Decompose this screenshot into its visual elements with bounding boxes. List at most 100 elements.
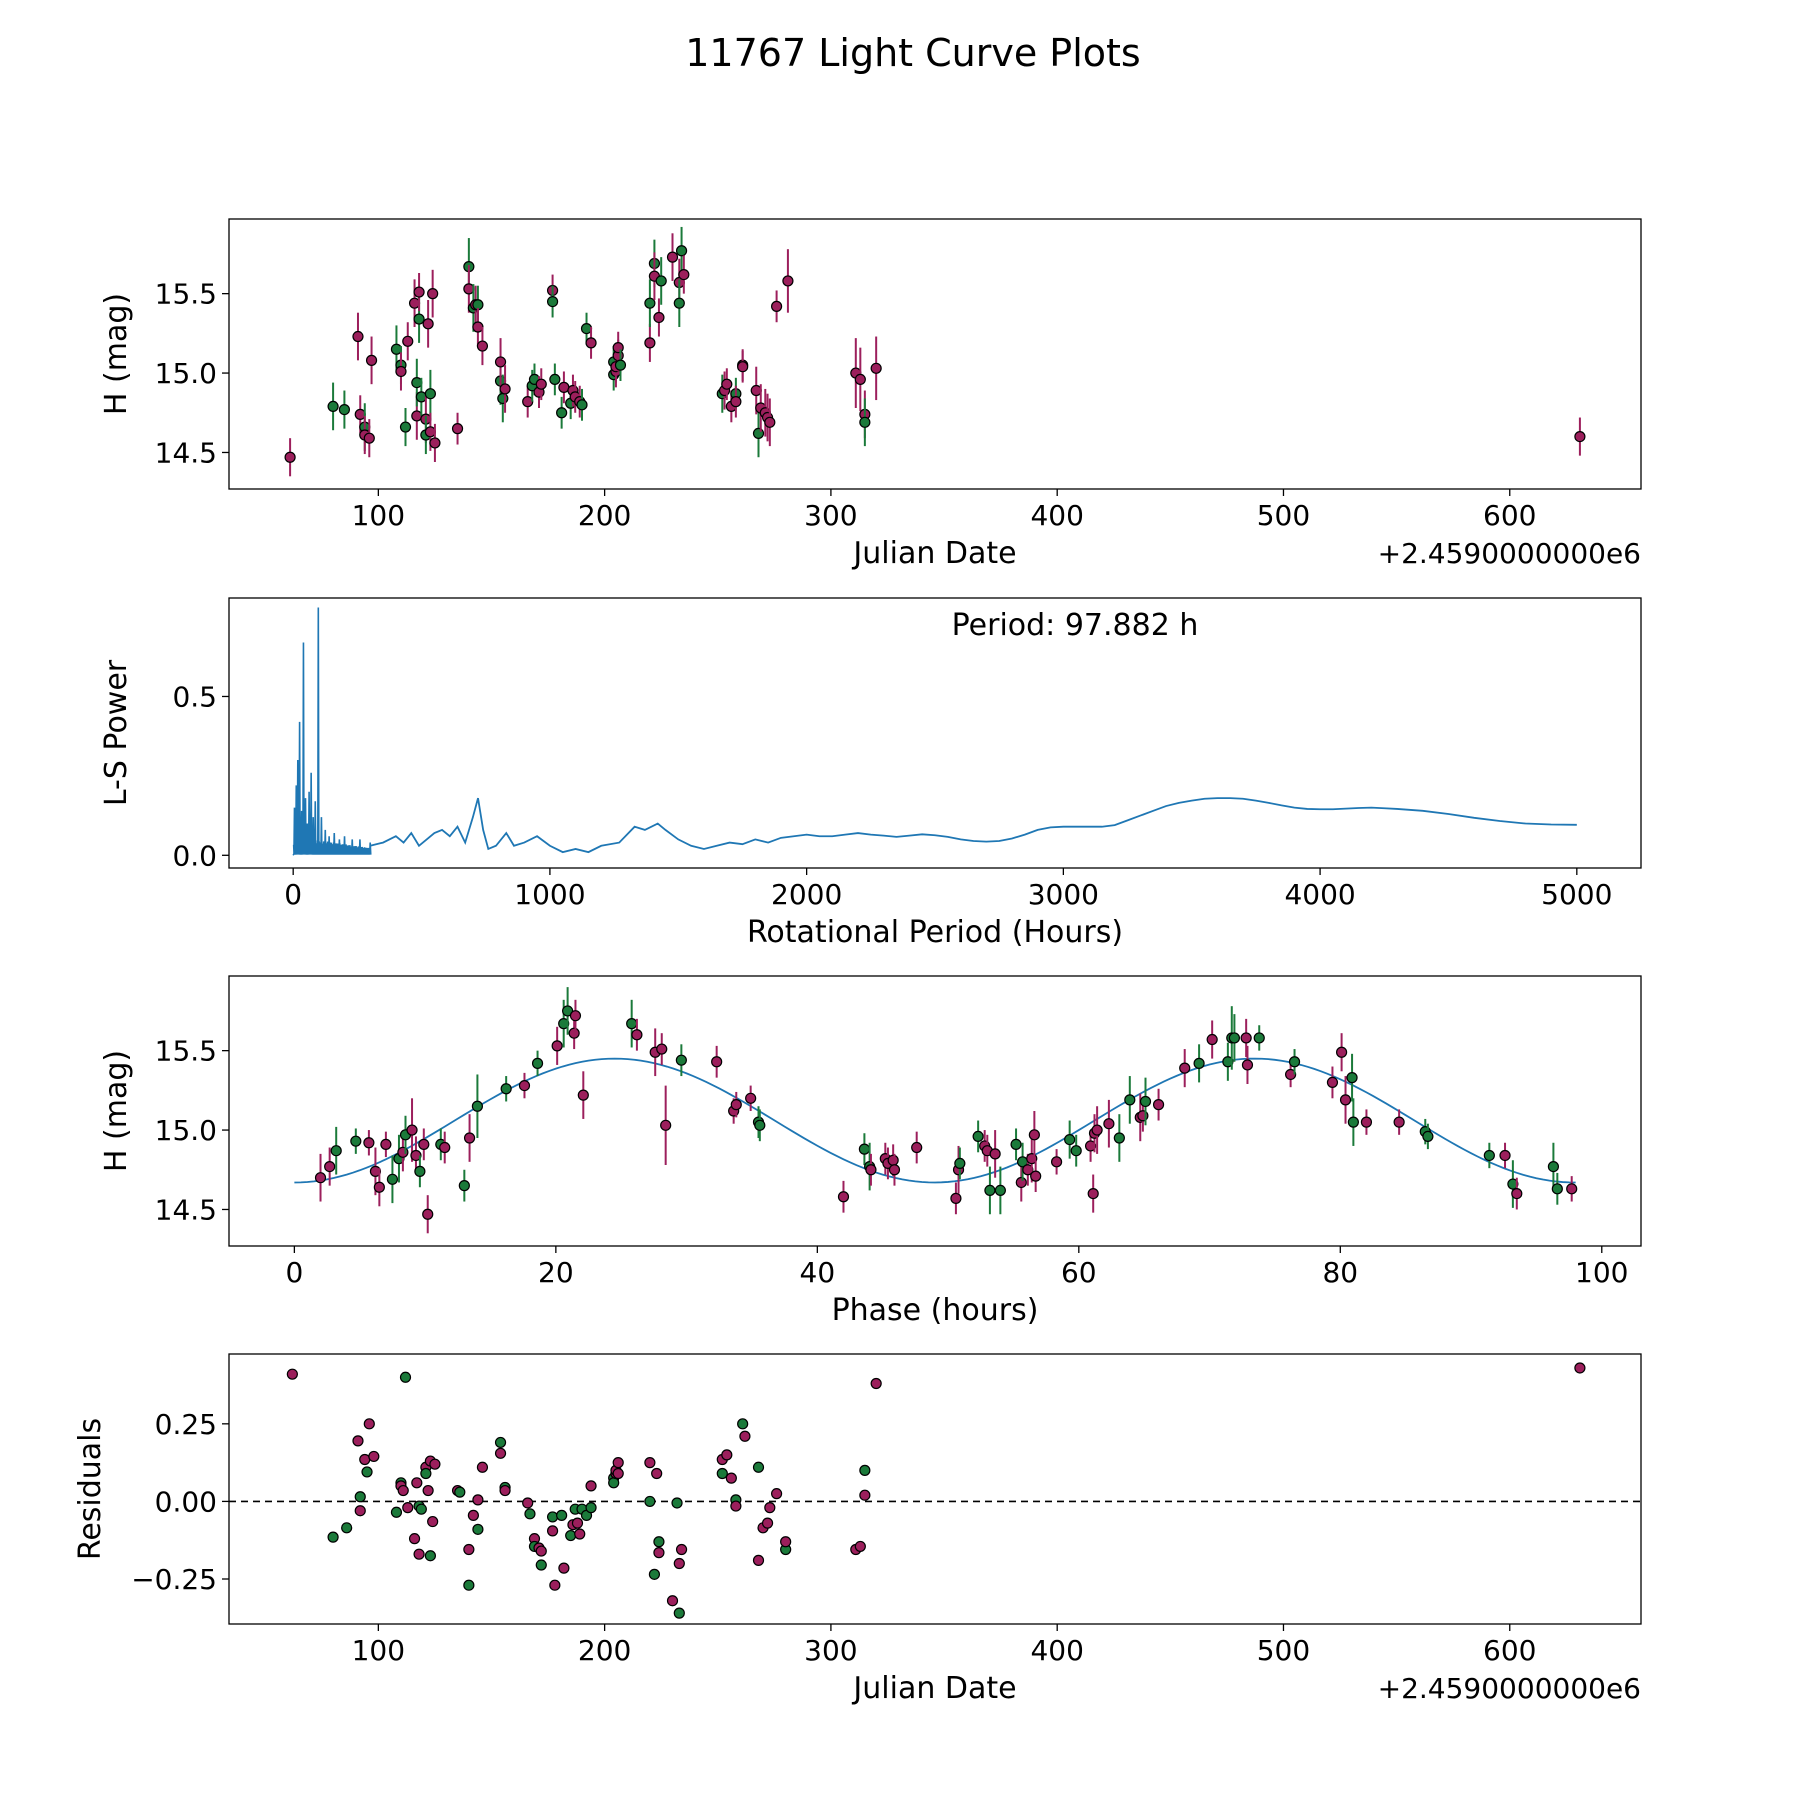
- data-point: [1050, 1156, 1063, 1168]
- data-point: [671, 1497, 683, 1509]
- data-point: [368, 1450, 380, 1463]
- data-point: [427, 1515, 439, 1528]
- data-point: [365, 354, 378, 366]
- data-point: [463, 1543, 475, 1556]
- data-point: [363, 1137, 375, 1149]
- data-point: [314, 1172, 327, 1184]
- data-point: [1339, 1094, 1352, 1106]
- y-tick-label: 14.5: [155, 436, 217, 469]
- data-point: [737, 361, 749, 373]
- data-point: [675, 1054, 687, 1066]
- periodogram-spikes: [292, 607, 372, 856]
- data-point: [1393, 1116, 1405, 1128]
- data-point: [666, 1595, 679, 1607]
- data-point: [972, 1130, 984, 1143]
- x-tick-label: 100: [1575, 1256, 1628, 1289]
- data-point: [424, 1550, 436, 1562]
- data-point: [725, 1472, 737, 1484]
- data-point: [568, 1027, 580, 1039]
- data-point: [1499, 1149, 1511, 1162]
- data-point: [730, 396, 742, 408]
- data-point: [494, 1436, 507, 1449]
- y-axis-label: L-S Power: [99, 659, 134, 806]
- data-point: [411, 376, 423, 389]
- data-point: [402, 1502, 414, 1514]
- data-point: [673, 1557, 685, 1570]
- data-point: [380, 1138, 392, 1150]
- data-point: [476, 1461, 489, 1473]
- x-tick-label: 0: [285, 1256, 303, 1289]
- data-point: [556, 1509, 568, 1521]
- light-curve-panel: 100 200 300 400 500 600 14.5 15.0 15.5 Julian Dat…: [99, 218, 1642, 571]
- data-point: [500, 1083, 512, 1095]
- data-point: [1228, 1032, 1240, 1044]
- data-point: [494, 356, 507, 368]
- data-point: [350, 1135, 362, 1147]
- data-point: [458, 1180, 470, 1192]
- data-point: [653, 311, 665, 324]
- data-point: [1360, 1116, 1373, 1128]
- data-point: [631, 1029, 643, 1041]
- data-point: [551, 1040, 563, 1052]
- data-point: [1091, 1124, 1103, 1136]
- x-tick-label: 300: [804, 499, 857, 532]
- data-point: [422, 318, 434, 330]
- data-point: [422, 1484, 434, 1497]
- data-point: [395, 365, 407, 378]
- x-tick-label: 2000: [771, 878, 842, 911]
- data-point: [950, 1192, 962, 1204]
- data-point: [411, 1477, 423, 1489]
- data-point: [406, 1124, 418, 1136]
- data-point: [535, 1545, 547, 1557]
- data-point: [1152, 1099, 1165, 1111]
- data-point: [752, 1554, 765, 1566]
- data-point: [327, 1531, 339, 1543]
- x-axis-label: Julian Date: [851, 1671, 1016, 1706]
- data-point: [626, 1018, 638, 1030]
- data-point: [413, 1548, 425, 1560]
- x-axis-label: Phase (hours): [832, 1293, 1039, 1328]
- data-point: [549, 373, 561, 386]
- data-point: [399, 421, 412, 433]
- data-point: [859, 416, 871, 428]
- data-point: [739, 1430, 751, 1442]
- data-point: [1193, 1057, 1205, 1069]
- figure-title: 11767 Light Curve Plots: [685, 31, 1140, 75]
- data-point: [410, 1149, 422, 1162]
- data-point: [721, 1449, 733, 1461]
- x-tick-label: 500: [1257, 499, 1310, 532]
- data-point: [413, 286, 425, 298]
- data-point: [1336, 1046, 1348, 1058]
- x-tick-label: 300: [804, 1634, 857, 1667]
- data-point: [524, 1508, 536, 1520]
- data-point: [1347, 1116, 1359, 1128]
- data-point: [989, 1148, 1001, 1160]
- x-tick-label: 1000: [514, 878, 585, 911]
- data-point: [859, 1464, 871, 1476]
- data-point: [420, 1467, 432, 1480]
- data-point: [571, 1517, 584, 1529]
- data-point: [911, 1141, 923, 1154]
- data-point: [580, 322, 593, 335]
- data-point: [653, 1547, 665, 1559]
- x-tick-label: 60: [1061, 1256, 1097, 1289]
- data-point: [463, 1132, 476, 1144]
- data-point: [476, 340, 489, 352]
- data-point: [424, 388, 436, 400]
- x-tick-label: 400: [1030, 1634, 1083, 1667]
- data-point: [1124, 1094, 1136, 1106]
- data-point: [286, 1368, 298, 1380]
- data-point: [1326, 1076, 1339, 1089]
- x-axis-label: Julian Date: [851, 536, 1016, 571]
- data-point: [354, 1505, 366, 1517]
- data-point: [1253, 1032, 1265, 1044]
- data-point: [1206, 1033, 1218, 1046]
- folded-light-curve-panel: 0 20 40 60 80 100 14.5 15.0 15.5 Phase (hours) H (…: [99, 975, 1642, 1328]
- data-point: [408, 297, 421, 309]
- data-point: [284, 451, 296, 463]
- data-point: [653, 1536, 665, 1548]
- plot-frame: [228, 1353, 1642, 1625]
- x-tick-label: 600: [1483, 1634, 1536, 1667]
- data-point: [494, 1447, 507, 1459]
